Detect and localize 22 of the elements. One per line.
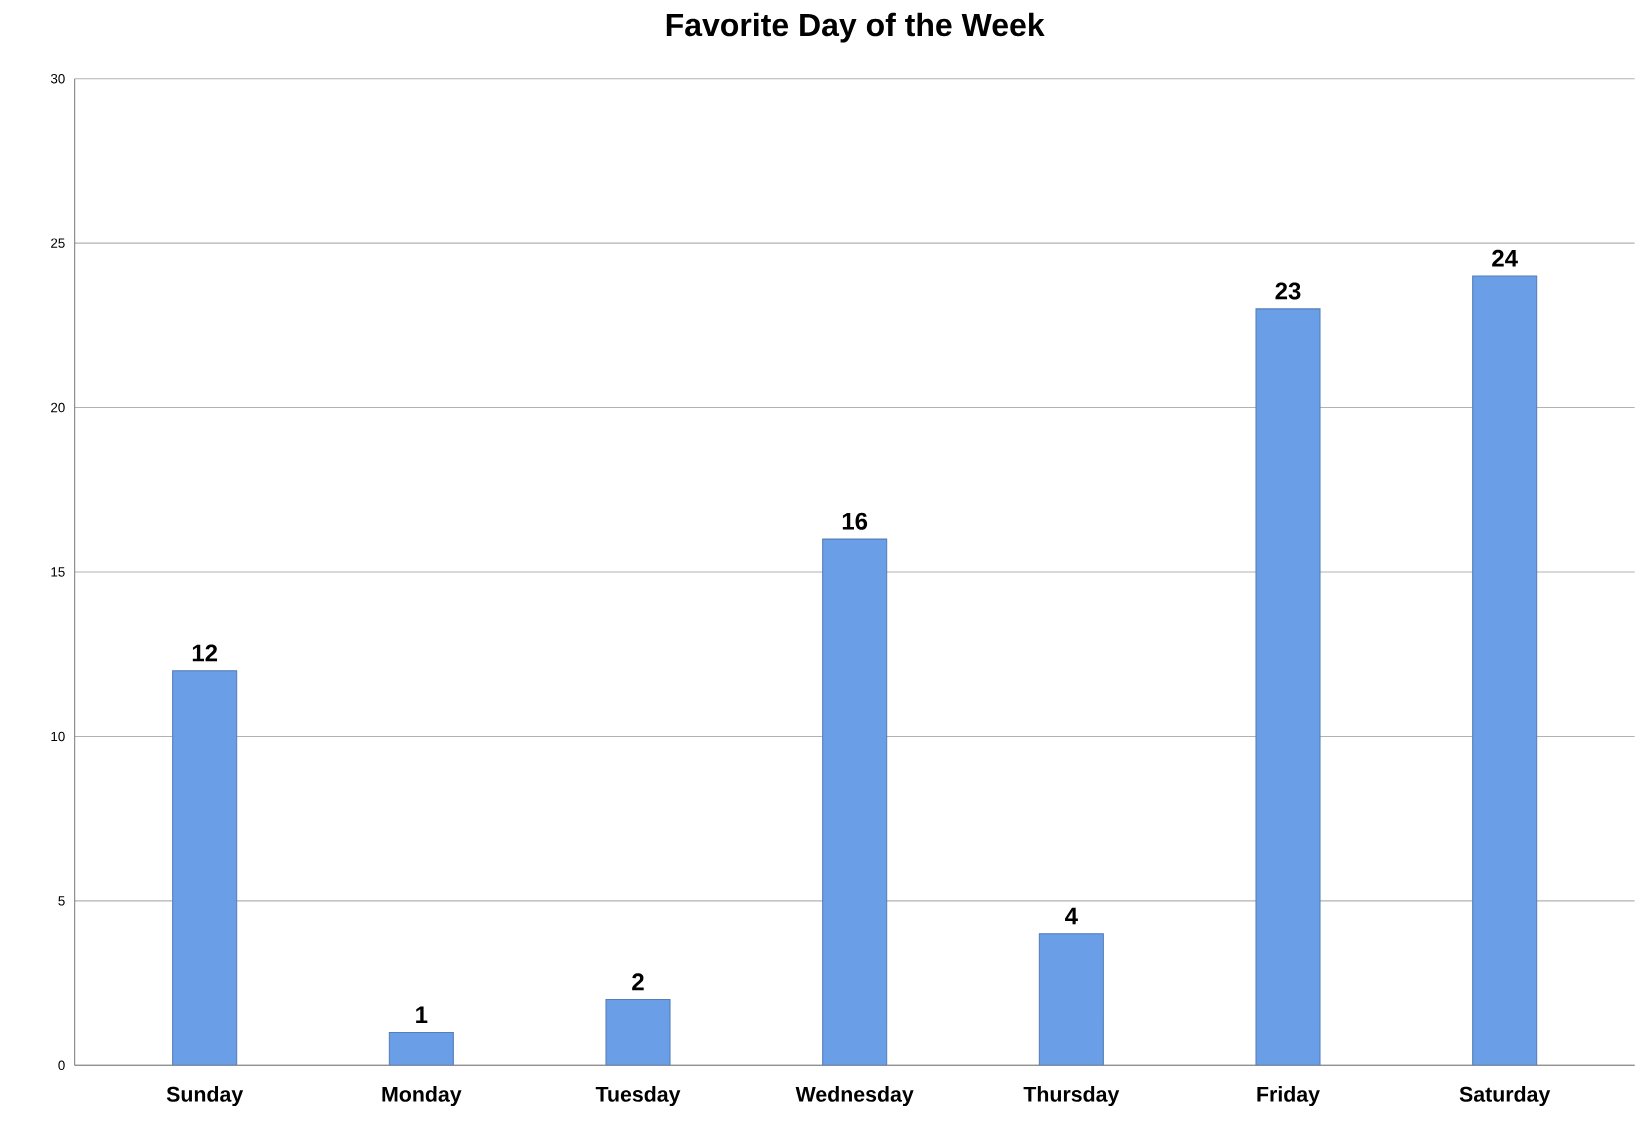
data-label: 1 [416, 1006, 428, 1024]
data-label: 23 [1275, 282, 1301, 300]
data-label: 12 [192, 644, 218, 662]
bar [388, 1031, 454, 1066]
bar [172, 670, 238, 1066]
data-label: 16 [842, 512, 868, 530]
bar [822, 538, 888, 1066]
data-label: 24 [1492, 249, 1518, 267]
x-tick-label: Sunday [166, 1086, 244, 1107]
x-tick-label: Wednesday [795, 1086, 914, 1107]
chart-title: Favorite Day of the Week [666, 12, 1045, 43]
bar [1038, 933, 1104, 1066]
bar [1472, 275, 1538, 1066]
data-label: 2 [632, 973, 644, 991]
data-label: 4 [1065, 907, 1078, 925]
x-tick-label: Tuesday [595, 1086, 681, 1107]
x-tick-label: Friday [1257, 1086, 1320, 1107]
bar [605, 999, 671, 1066]
x-tick-label: Thursday [1023, 1086, 1120, 1107]
x-tick-label: Monday [382, 1086, 462, 1107]
x-tick-label: Saturday [1459, 1086, 1551, 1107]
bar [1255, 308, 1321, 1066]
